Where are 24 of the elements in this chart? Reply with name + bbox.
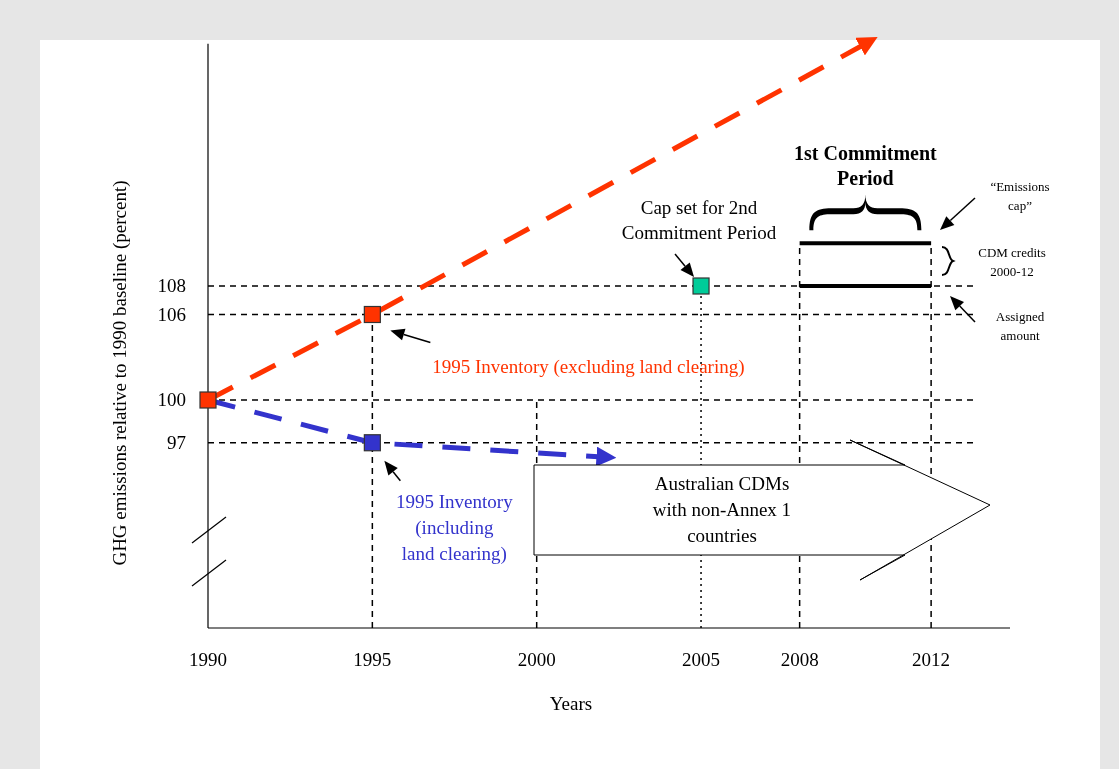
annotation: Australian CDMs with non-Annex 1 countries [652, 473, 792, 546]
y-axis-title: GHG emissions relative to 1990 baseline (percent) [109, 180, 131, 566]
annotation: “Emissions cap” [990, 179, 1050, 213]
y-tick-label: 108 [157, 275, 186, 296]
point [692, 277, 710, 295]
x-tick-label: 2012 [912, 649, 951, 670]
y-tick-label: 97 [167, 431, 186, 453]
x-tick-label: 2008 [780, 649, 819, 670]
annotation: 1st Commitment Period [794, 142, 938, 190]
point [199, 391, 217, 409]
x-axis-title: Years [549, 693, 593, 714]
y-tick-label: 106 [157, 303, 186, 325]
annotation: Cap set for 2nd Commitment Period [621, 197, 777, 243]
x-tick-label: 1990 [189, 649, 227, 670]
x-tick-label: 1995 [353, 649, 392, 670]
point [363, 305, 381, 324]
y-tick-label: 100 [157, 389, 186, 410]
x-tick-label: 2005 [682, 649, 721, 670]
point [363, 434, 381, 452]
annotation: CDM credits 2000-12 [978, 245, 1046, 279]
x-tick-label: 2000 [517, 649, 556, 670]
text: 1995 Inventory (including land clearing) [396, 490, 514, 565]
text: 1995 Inventory (excluding land clearing) [432, 355, 745, 378]
annotation: Assigned amount [995, 309, 1045, 343]
